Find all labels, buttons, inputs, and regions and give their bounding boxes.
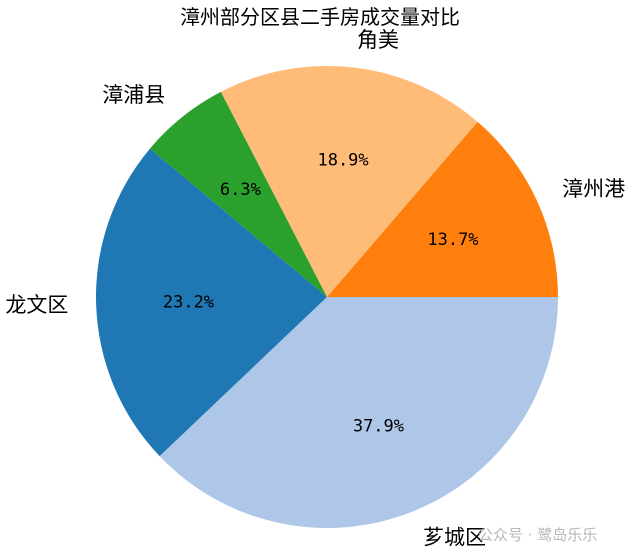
pie-slice [149,91,327,297]
slice-category-label: 漳州港 [562,177,625,201]
slice-percent-label: 18.9% [317,150,368,170]
pie-labels: 37.9% 芗城区 13.7% 漳州港 18.9% 角美 6.3% 漳浦县 23.2% 龙文区 [5,28,625,549]
pie-slice [159,297,558,528]
slice-percent-label: 23.2% [163,292,214,312]
slice-category-label: 龙文区 [5,293,68,317]
slice-percent-label: 13.7% [427,230,478,250]
pie-slice [220,66,478,297]
slice-percent-label: 37.9% [353,417,404,437]
slice-category-label: 漳浦县 [102,83,165,107]
slice-category-label: 芗城区 [423,525,486,549]
chart-title: 漳州部分区县二手房成交量对比 [180,5,460,29]
pie-slice [327,121,558,298]
pie-slice [95,148,327,457]
slice-category-label: 角美 [357,28,399,52]
pie-slices [95,66,558,528]
slice-percent-label: 6.3% [220,180,261,200]
watermark: 公众号 · 鹭岛乐乐 [478,526,598,544]
